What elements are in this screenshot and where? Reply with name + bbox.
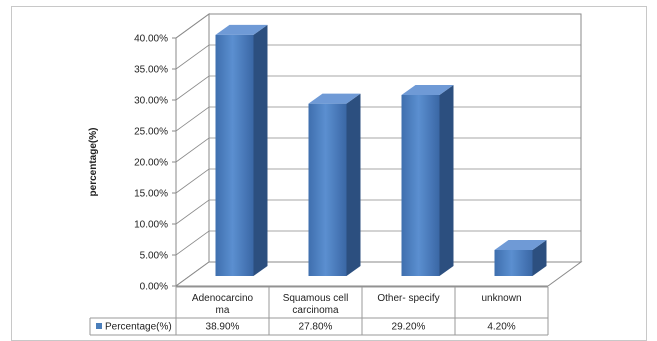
category-label: Adenocarcino ma [192, 293, 254, 316]
category-label-line: carcinoma [292, 305, 339, 316]
y-axis-ticks: 0.00% 5.00% 10.00% 15.00% 20.00% 25.00% 30.00%… [134, 34, 177, 293]
bar-front [494, 249, 533, 276]
gridline [175, 199, 581, 225]
category-label: unknown [481, 293, 521, 304]
data-value-label: 29.20% [392, 322, 426, 333]
y-axis-label: percentage(%) [88, 128, 99, 197]
category-label: Squamous cell carcinoma [283, 293, 349, 316]
gridline [175, 44, 581, 70]
category-label-line: Adenocarcino [192, 293, 254, 304]
legend-swatch [96, 323, 102, 329]
chart-floor [174, 261, 583, 287]
y-tick-label: 20.00% [134, 158, 168, 169]
bar-side [253, 24, 268, 276]
y-tick-label: 0.00% [140, 282, 168, 293]
gridline [175, 230, 581, 256]
bar-front [308, 103, 347, 276]
y-tick-label: 5.00% [140, 251, 168, 262]
y-tick-label: 15.00% [134, 189, 168, 200]
legend-series-name: Percentage(%) [105, 322, 172, 333]
category-label-line: Squamous cell [283, 293, 349, 304]
bar-front [215, 34, 254, 276]
bar-top [308, 93, 361, 104]
y-tick-label: 30.00% [134, 96, 168, 107]
gridline [175, 168, 581, 194]
bar-side [346, 93, 361, 276]
y-tick-label: 40.00% [134, 34, 168, 45]
bar [401, 84, 454, 277]
category-label-line: Other- specify [377, 293, 439, 304]
bar [494, 239, 547, 276]
gridline [175, 106, 581, 132]
gridline [175, 13, 581, 39]
bar-front [401, 94, 440, 277]
data-table: Adenocarcino ma Squamous cell carcinoma Othe… [89, 286, 549, 336]
bar [215, 24, 268, 276]
gridline [175, 137, 581, 163]
data-value-label: 27.80% [299, 322, 333, 333]
floor-panel [174, 261, 583, 287]
category-label-line: unknown [481, 293, 521, 304]
category-label: Other- specify [377, 293, 439, 304]
data-value-label: 4.20% [487, 322, 515, 333]
gridline [175, 75, 581, 101]
bars [215, 24, 547, 277]
bar-side [532, 239, 547, 276]
y-tick-label: 35.00% [134, 65, 168, 76]
bar [308, 93, 361, 276]
data-value-label: 38.90% [206, 322, 240, 333]
y-tick-label: 10.00% [134, 220, 168, 231]
category-label-line: ma [216, 305, 230, 316]
bar-side [439, 84, 454, 277]
y-tick-label: 25.00% [134, 127, 168, 138]
bar-top [215, 24, 268, 35]
bar-top [494, 239, 547, 250]
bar-top [401, 84, 454, 95]
